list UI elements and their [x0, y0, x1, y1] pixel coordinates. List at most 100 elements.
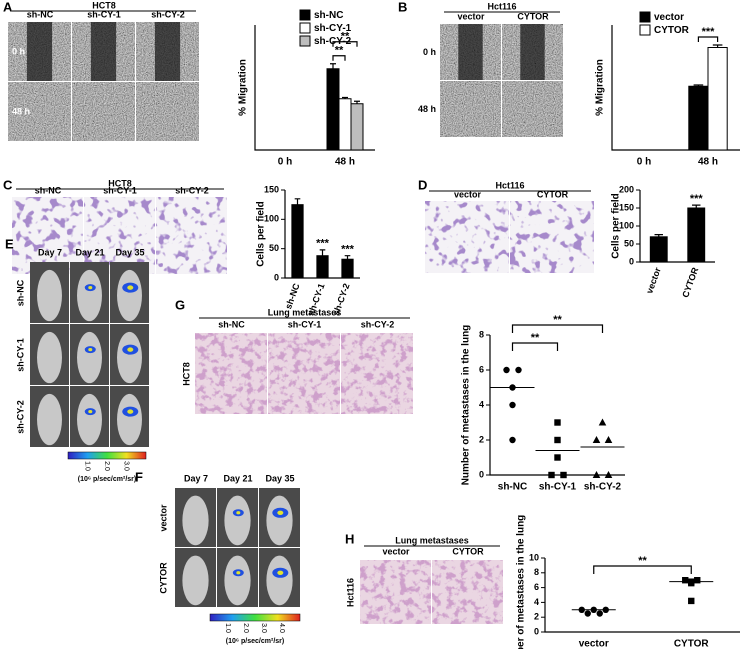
signal-inner — [236, 571, 241, 575]
panel-letter: G — [175, 297, 185, 312]
x-tick-label: sh-NC — [498, 482, 527, 493]
bar — [688, 85, 709, 151]
legend-swatch — [299, 22, 311, 34]
y-tick-label: 0 — [274, 272, 279, 282]
row-label: HCT8 — [181, 362, 191, 386]
significance-label: *** — [702, 26, 716, 38]
column-label: sh-NC — [218, 319, 245, 329]
column-label: vector — [457, 11, 485, 21]
y-axis-label: Cells per field — [256, 201, 267, 267]
data-point — [596, 610, 603, 617]
x-tick-label: sh-NC — [283, 282, 302, 311]
scale-unit: (10⁶ p/sec/cm²/sr) — [226, 638, 284, 645]
column-label: sh-CY-1 — [103, 185, 137, 195]
y-tick-label: 50 — [624, 238, 634, 248]
legend-label: vector — [654, 12, 684, 23]
error-bar — [712, 44, 723, 48]
row-label: 48 h — [12, 106, 30, 116]
panel-letter: A — [3, 0, 13, 14]
scratch-gap — [154, 22, 181, 81]
data-point — [548, 471, 555, 479]
bar — [291, 204, 304, 279]
x-tick-label: vector — [579, 639, 609, 649]
data-point — [592, 436, 601, 443]
data-point — [604, 436, 613, 443]
tissue-texture — [195, 333, 267, 414]
x-tick-label: sh-CY-1 — [539, 482, 577, 493]
y-tick-label: 0 — [534, 626, 539, 636]
signal-inner — [127, 285, 134, 290]
legend-swatch — [639, 24, 651, 36]
column-label: CYTOR — [452, 546, 484, 556]
column-label: Day 7 — [38, 247, 62, 257]
data-point — [694, 577, 701, 584]
row-label: sh-NC — [15, 279, 25, 306]
column-label: sh-CY-2 — [151, 9, 185, 19]
significance-bracket — [332, 41, 358, 47]
bar — [350, 103, 364, 151]
legend-swatch — [299, 9, 311, 21]
column-label: vector — [382, 546, 410, 556]
error-bar — [330, 63, 336, 69]
y-tick-label: 4 — [534, 597, 539, 607]
significance-bracket — [697, 36, 719, 42]
y-tick-label: 100 — [619, 220, 634, 230]
mouse-body — [117, 393, 142, 446]
bar — [707, 47, 728, 151]
significance-label: ** — [638, 555, 647, 567]
column-label: sh-CY-2 — [361, 319, 395, 329]
error-bar — [693, 84, 704, 87]
signal-inner — [277, 570, 284, 575]
y-axis-label: % Migration — [238, 59, 249, 116]
y-tick-label: 4 — [479, 399, 484, 409]
error-bar — [342, 96, 348, 99]
significance-label: ** — [553, 314, 562, 326]
row-label: 0 h — [423, 47, 436, 57]
scale-label: 1.0 — [224, 623, 231, 633]
error-bar — [354, 100, 360, 104]
transwell-cells — [425, 201, 509, 273]
panel-letter: C — [3, 177, 13, 192]
tissue-texture — [432, 560, 503, 624]
scratch-texture — [440, 81, 501, 137]
significance-bracket — [511, 342, 559, 351]
transwell-cells — [12, 197, 83, 274]
mouse-body — [77, 331, 102, 384]
x-tick-label: 0 h — [278, 157, 292, 168]
row-label: CYTOR — [158, 562, 168, 594]
scratch-gap — [26, 22, 53, 81]
panel-header: Hct116 — [487, 1, 516, 11]
data-point — [503, 366, 510, 374]
column-label: CYTOR — [517, 11, 549, 21]
data-point — [682, 577, 689, 584]
transwell-cells — [156, 197, 227, 274]
data-point — [688, 579, 695, 587]
scratch-gap — [90, 22, 117, 81]
bar — [316, 255, 329, 279]
bar — [649, 236, 668, 263]
x-tick-label: 48 h — [335, 157, 355, 168]
row-label: vector — [158, 504, 168, 532]
x-tick-label: CYTOR — [680, 266, 700, 299]
data-point — [584, 610, 591, 617]
panel-letter: D — [418, 177, 427, 192]
significance-bracket — [332, 55, 346, 61]
scale-label: 2.0 — [242, 623, 249, 633]
scale-label: 3.0 — [260, 623, 267, 633]
panel-header: HCT8 — [108, 178, 132, 188]
panel-header: Hct116 — [495, 180, 524, 190]
scratch-texture — [136, 82, 199, 141]
significance-label: *** — [316, 238, 330, 250]
panel-header: HCT8 — [92, 0, 116, 10]
signal-inner — [127, 347, 134, 352]
significance-bracket — [593, 565, 692, 574]
signal-inner — [236, 511, 241, 515]
legend-label: sh-CY-2 — [314, 36, 352, 47]
legend-label: sh-CY-1 — [314, 23, 352, 34]
y-tick-label: 50 — [269, 243, 279, 253]
mouse-body — [224, 495, 251, 546]
transwell-cells — [84, 197, 155, 274]
mouse-body — [266, 555, 293, 606]
y-tick-label: 200 — [619, 184, 634, 194]
